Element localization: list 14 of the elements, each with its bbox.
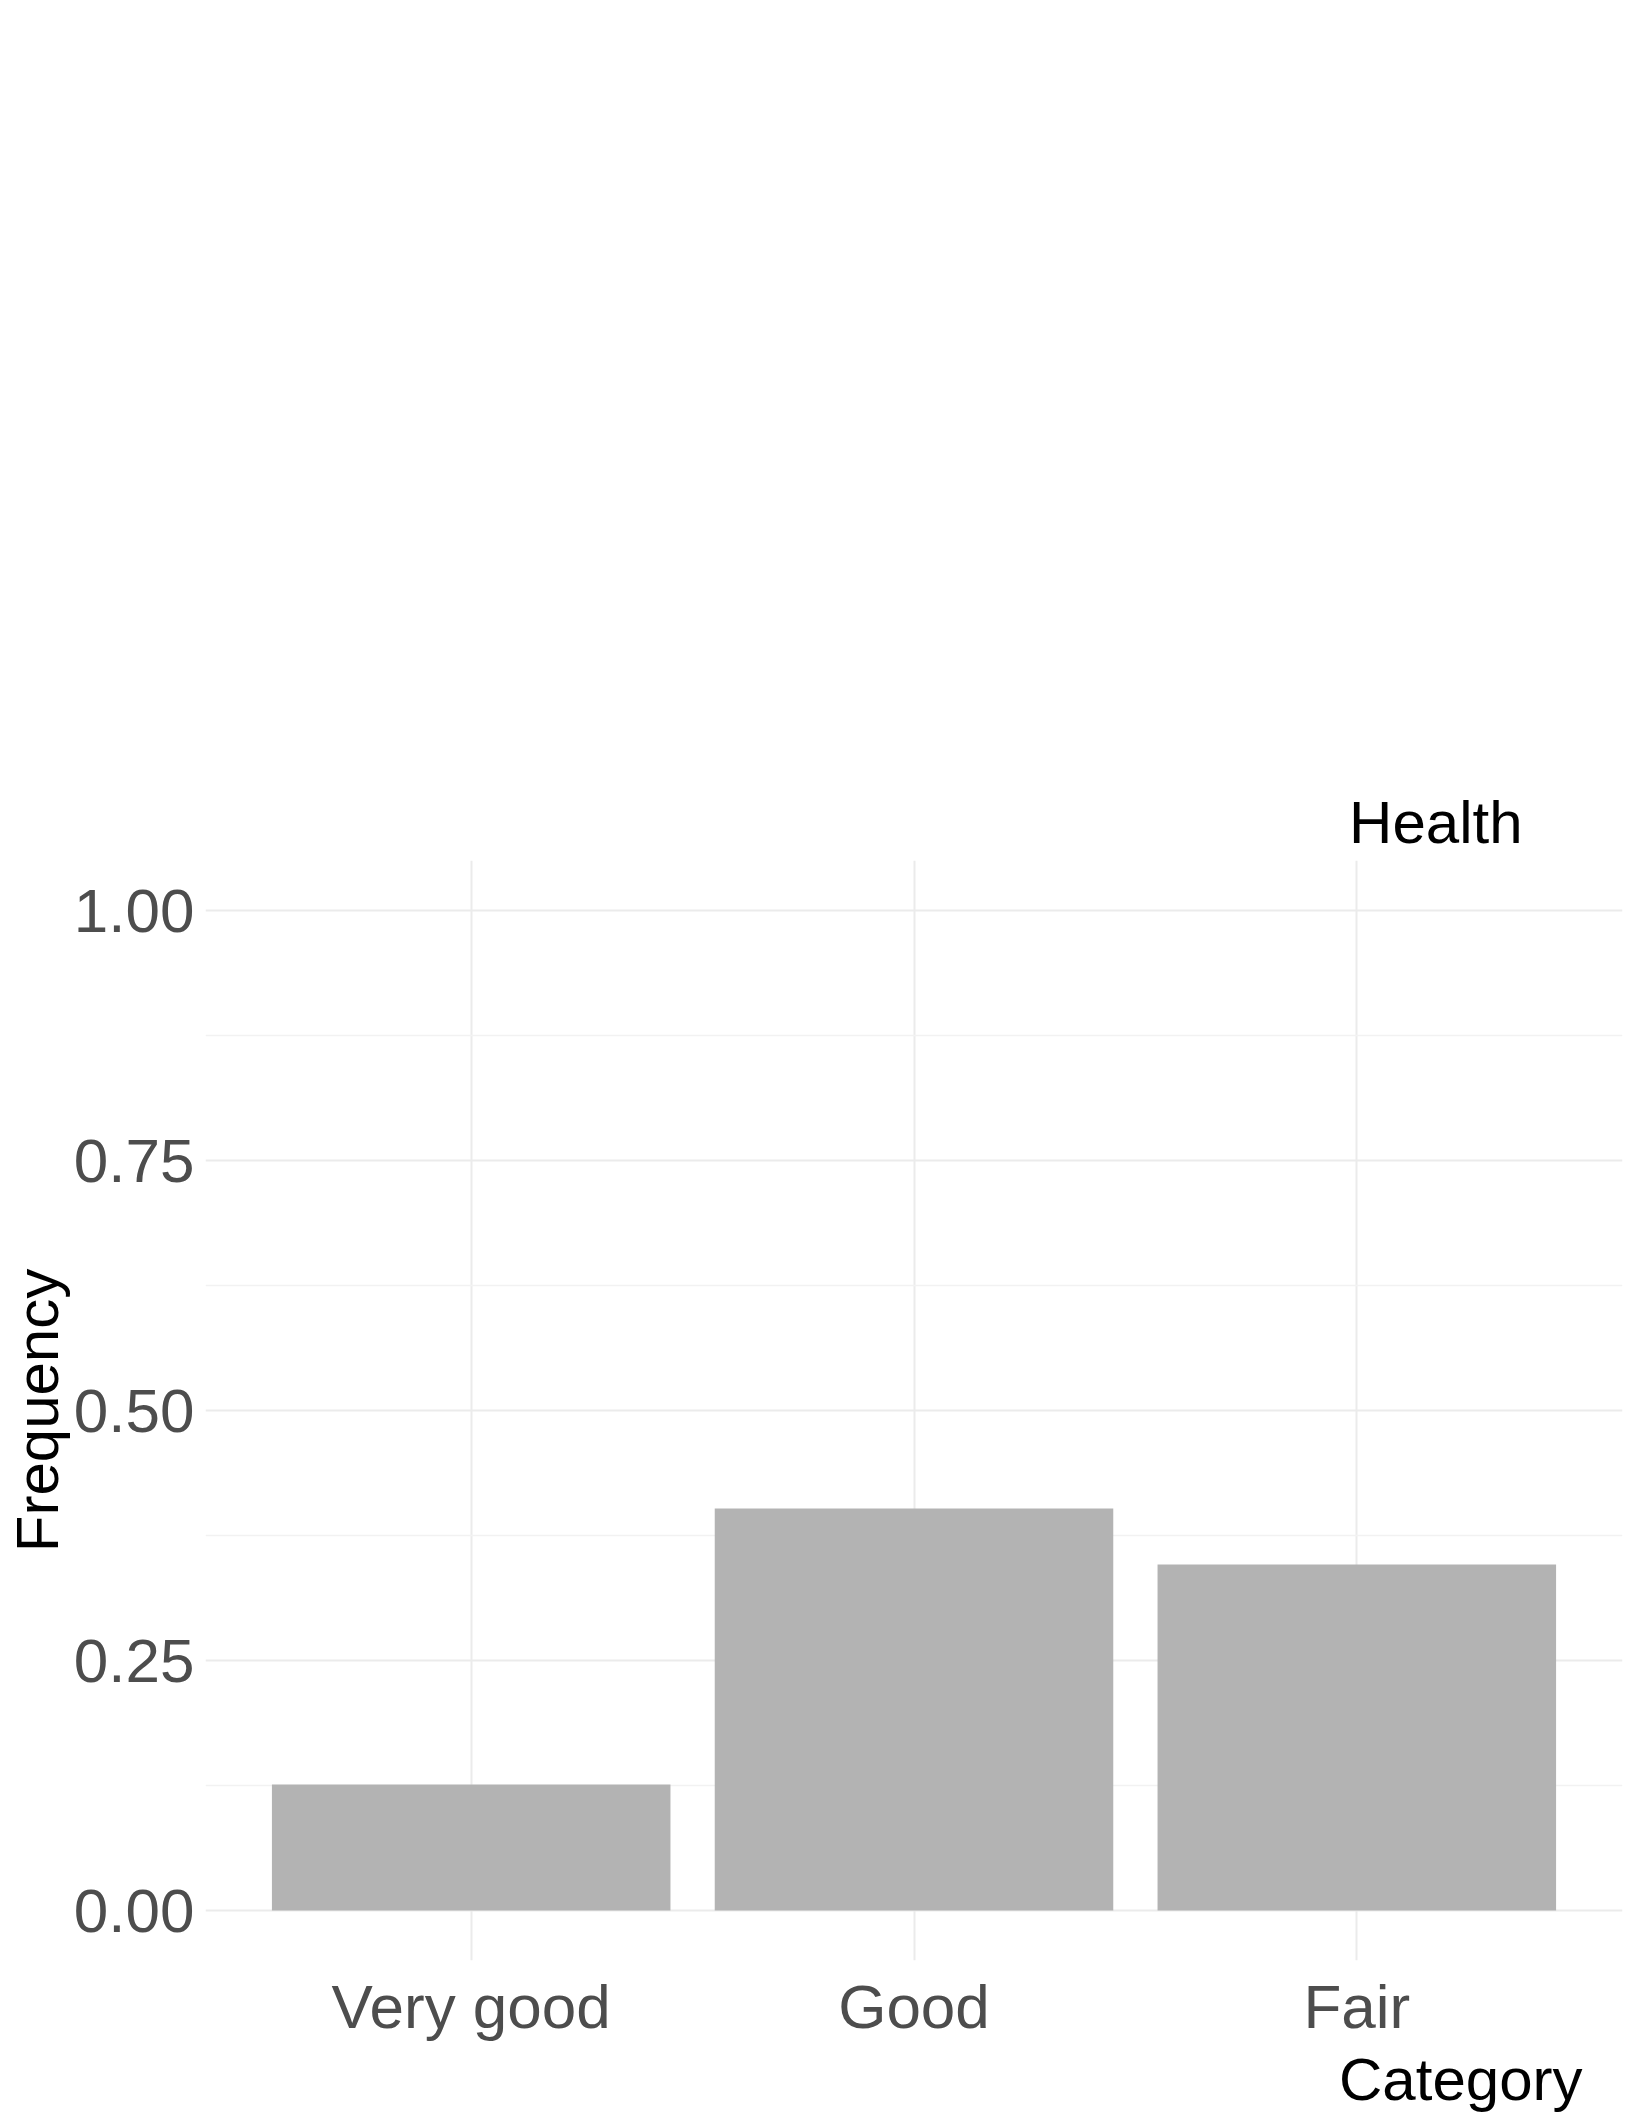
bar <box>1157 1564 1557 1911</box>
y-axis-title: Frequency <box>3 1268 71 1553</box>
y-tick-label: 0.50 <box>73 1375 195 1445</box>
chart-title: Health <box>1349 788 1523 856</box>
bar <box>271 1784 671 1911</box>
y-tick-label: 0.00 <box>73 1875 195 1945</box>
y-tick-label: 0.25 <box>73 1625 195 1695</box>
x-axis-title: Category <box>1339 2045 1583 2112</box>
x-tick-label: Very good <box>331 1971 611 2041</box>
y-tick-label: 0.75 <box>73 1125 195 1195</box>
bar <box>714 1508 1114 1911</box>
y-tick-label: 1.00 <box>73 875 195 945</box>
x-tick-label: Good <box>838 1971 990 2041</box>
x-tick-label: Fair <box>1303 1971 1411 2041</box>
